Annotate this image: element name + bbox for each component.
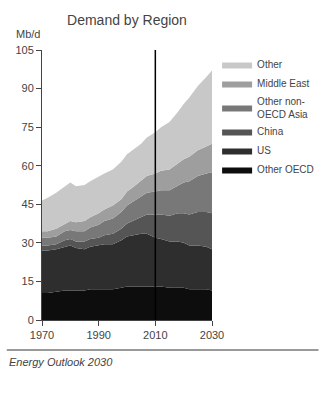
svg-text:30: 30 <box>22 237 34 249</box>
svg-text:China: China <box>257 126 284 137</box>
svg-text:60: 60 <box>22 160 34 172</box>
svg-text:15: 15 <box>22 275 34 287</box>
svg-text:0: 0 <box>28 314 34 326</box>
svg-text:Middle East: Middle East <box>257 78 309 89</box>
svg-text:75: 75 <box>22 121 34 133</box>
svg-text:45: 45 <box>22 198 34 210</box>
svg-text:US: US <box>257 145 271 156</box>
svg-text:90: 90 <box>22 82 34 94</box>
svg-text:Other non-OECD Asia: Other non-OECD Asia <box>257 96 308 120</box>
svg-text:2030: 2030 <box>200 329 224 341</box>
svg-text:1970: 1970 <box>30 329 54 341</box>
svg-text:Other: Other <box>257 59 283 70</box>
svg-text:1990: 1990 <box>86 329 110 341</box>
svg-text:Mb/d: Mb/d <box>16 28 40 40</box>
svg-text:105: 105 <box>15 44 33 56</box>
svg-text:Energy Outlook 2030: Energy Outlook 2030 <box>9 356 113 368</box>
svg-text:Demand by Region: Demand by Region <box>67 12 187 28</box>
svg-text:Other OECD: Other OECD <box>257 164 314 175</box>
svg-text:2010: 2010 <box>143 329 167 341</box>
